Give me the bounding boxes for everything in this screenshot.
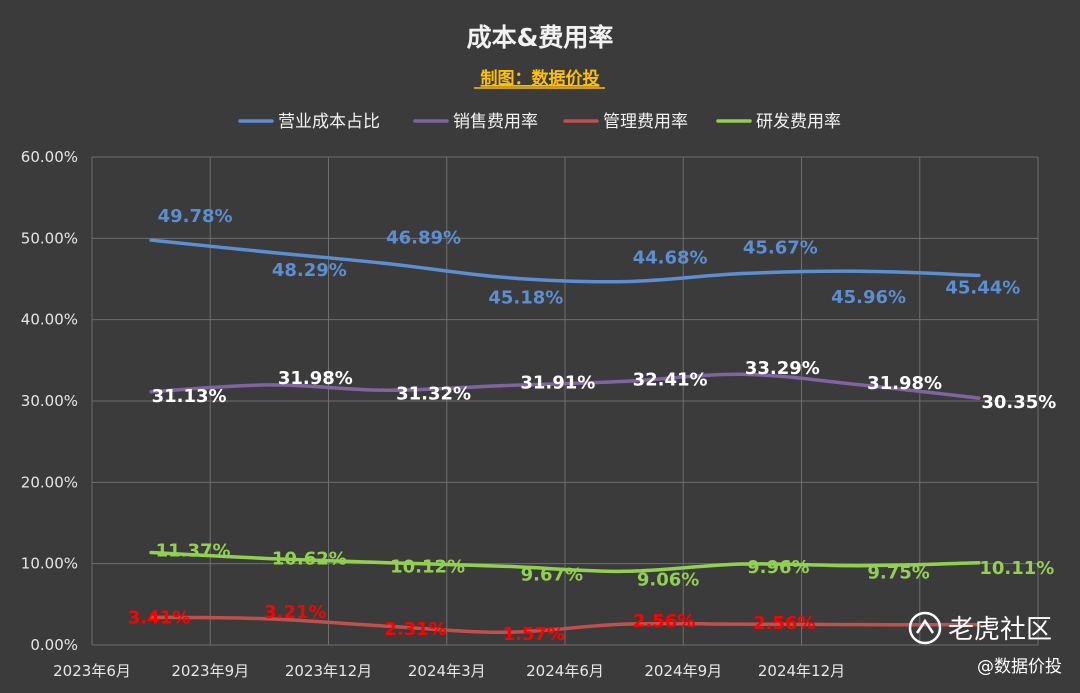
data-label: 31.32%: [396, 383, 471, 404]
data-label: 3.21%: [264, 602, 326, 623]
y-tick-label: 0.00%: [30, 636, 78, 654]
x-tick-label: 2024年9月: [644, 662, 722, 680]
series-lines: [149, 238, 981, 634]
data-label: 9.75%: [867, 563, 929, 584]
legend-label: 销售费用率: [453, 112, 538, 132]
data-label: 9.06%: [637, 569, 699, 590]
data-label: 31.13%: [152, 386, 227, 407]
data-label: 32.41%: [633, 369, 708, 390]
data-label: 48.29%: [272, 260, 347, 281]
grid: [91, 156, 1039, 646]
data-label: 30.35%: [981, 392, 1056, 413]
chart-subtitle: 制图：数据价投: [481, 68, 600, 89]
data-label: 45.18%: [488, 288, 563, 309]
y-tick-label: 50.00%: [21, 229, 78, 247]
x-tick-label: 2023年6月: [53, 662, 131, 680]
x-tick-label: 2024年6月: [526, 662, 604, 680]
x-tick-label: 2023年12月: [285, 662, 372, 680]
watermark-sub: @数据价投: [977, 657, 1062, 677]
data-label: 2.56%: [633, 611, 695, 632]
data-label: 2.31%: [384, 619, 446, 640]
data-label: 45.44%: [945, 277, 1020, 298]
y-tick-label: 10.00%: [21, 555, 78, 573]
data-label: 45.96%: [831, 287, 906, 308]
legend-label: 管理费用率: [603, 112, 688, 132]
data-label: 33.29%: [745, 358, 820, 379]
data-label: 31.91%: [520, 372, 595, 393]
chart-title: 成本&费用率: [467, 23, 614, 52]
y-tick-label: 20.00%: [21, 473, 78, 491]
series-line: [149, 615, 981, 634]
data-label: 10.11%: [979, 558, 1054, 579]
data-label: 10.12%: [390, 557, 465, 578]
data-label: 31.98%: [278, 368, 353, 389]
data-label: 45.67%: [743, 238, 818, 259]
series-line: [149, 372, 981, 400]
data-label: 9.67%: [521, 564, 583, 585]
y-tick-label: 60.00%: [21, 148, 78, 166]
legend-label: 营业成本占比: [278, 112, 380, 132]
data-label: 11.37%: [156, 541, 231, 562]
x-tick-label: 2024年12月: [758, 662, 845, 680]
data-label: 2.56%: [753, 613, 815, 634]
watermark-main: 老虎社区: [948, 615, 1052, 645]
x-tick-label: 2023年9月: [171, 662, 249, 680]
y-tick-label: 40.00%: [21, 311, 78, 329]
data-label: 1.57%: [503, 624, 565, 645]
data-label: 44.68%: [633, 248, 708, 269]
tiger-logo-icon: [908, 611, 942, 645]
legend-label: 研发费用率: [756, 112, 841, 132]
data-label: 31.98%: [867, 373, 942, 394]
data-labels: 49.78% 48.29% 46.89% 45.18% 44.68% 45.67% 45.9…: [128, 206, 1056, 645]
y-tick-label: 30.00%: [21, 392, 78, 410]
x-tick-label: 2024年3月: [408, 662, 486, 680]
legend: 营业成本占比 销售费用率 管理费用率 研发费用率: [238, 112, 841, 132]
data-label: 49.78%: [158, 206, 233, 227]
data-label: 3.41%: [128, 607, 190, 628]
series-line: [149, 238, 981, 284]
data-label: 46.89%: [386, 228, 461, 249]
axes: 0.00% 10.00% 20.00% 30.00% 40.00% 50.00% 60.00…: [21, 148, 845, 680]
data-label: 10.62%: [272, 549, 347, 570]
watermark: 老虎社区 @数据价投: [908, 611, 1062, 677]
data-label: 9.96%: [747, 557, 809, 578]
series-line: [149, 550, 981, 574]
